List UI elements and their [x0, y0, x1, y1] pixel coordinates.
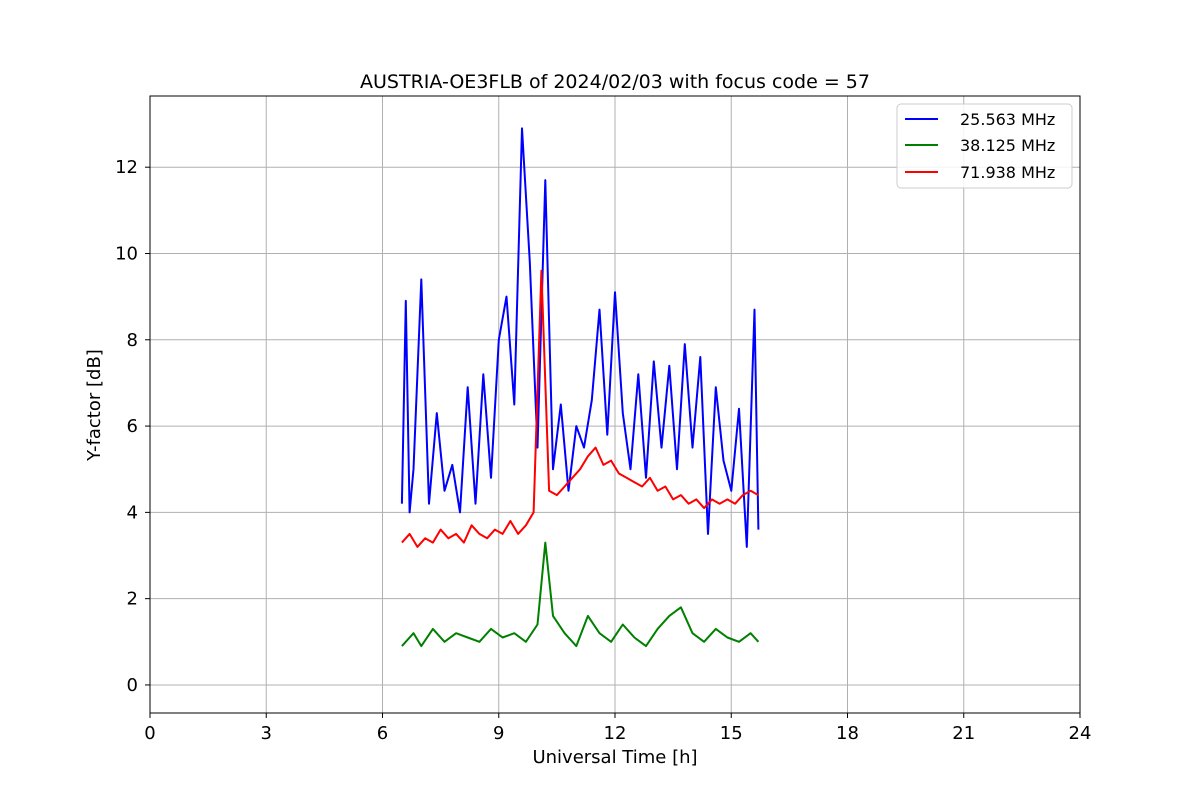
- x-tick-label: 3: [261, 723, 272, 744]
- x-tick-label: 0: [144, 723, 155, 744]
- x-tick-label: 6: [377, 723, 388, 744]
- x-tick-label: 9: [493, 723, 504, 744]
- y-tick-label: 10: [115, 243, 138, 264]
- plot-series: [400, 127, 760, 648]
- x-axis-ticks: 0 3 6 9 12 15 18 21 24: [144, 713, 1091, 744]
- x-tick-label: 15: [720, 723, 743, 744]
- y-tick-label: 4: [127, 502, 138, 523]
- y-tick-label: 8: [127, 330, 138, 351]
- legend: 25.563 MHz 38.125 MHz 71.938 MHz: [896, 103, 1073, 189]
- legend-label-71938: 71.938 MHz: [960, 163, 1055, 182]
- y-tick-label: 2: [127, 589, 138, 610]
- x-tick-label: 18: [836, 723, 859, 744]
- x-tick-label: 24: [1069, 723, 1092, 744]
- legend-label-25563: 25.563 MHz: [960, 110, 1055, 129]
- legend-label-38125: 38.125 MHz: [960, 136, 1055, 155]
- y-tick-label: 12: [115, 157, 138, 178]
- y-axis-label: Y-factor [dB]: [84, 349, 105, 462]
- series-line-0: [400, 127, 760, 548]
- y-axis-ticks: 0 2 4 6 8 10 12: [115, 157, 150, 696]
- legend-box: [896, 103, 1073, 189]
- x-tick-label: 12: [604, 723, 627, 744]
- series-line-2: [401, 269, 759, 548]
- y-tick-label: 0: [127, 675, 138, 696]
- x-axis-label: Universal Time [h]: [532, 747, 697, 768]
- x-tick-label: 21: [952, 723, 975, 744]
- series-line-1: [401, 541, 760, 648]
- y-tick-label: 6: [127, 416, 138, 437]
- chart-title: AUSTRIA-OE3FLB of 2024/02/03 with focus …: [360, 71, 870, 93]
